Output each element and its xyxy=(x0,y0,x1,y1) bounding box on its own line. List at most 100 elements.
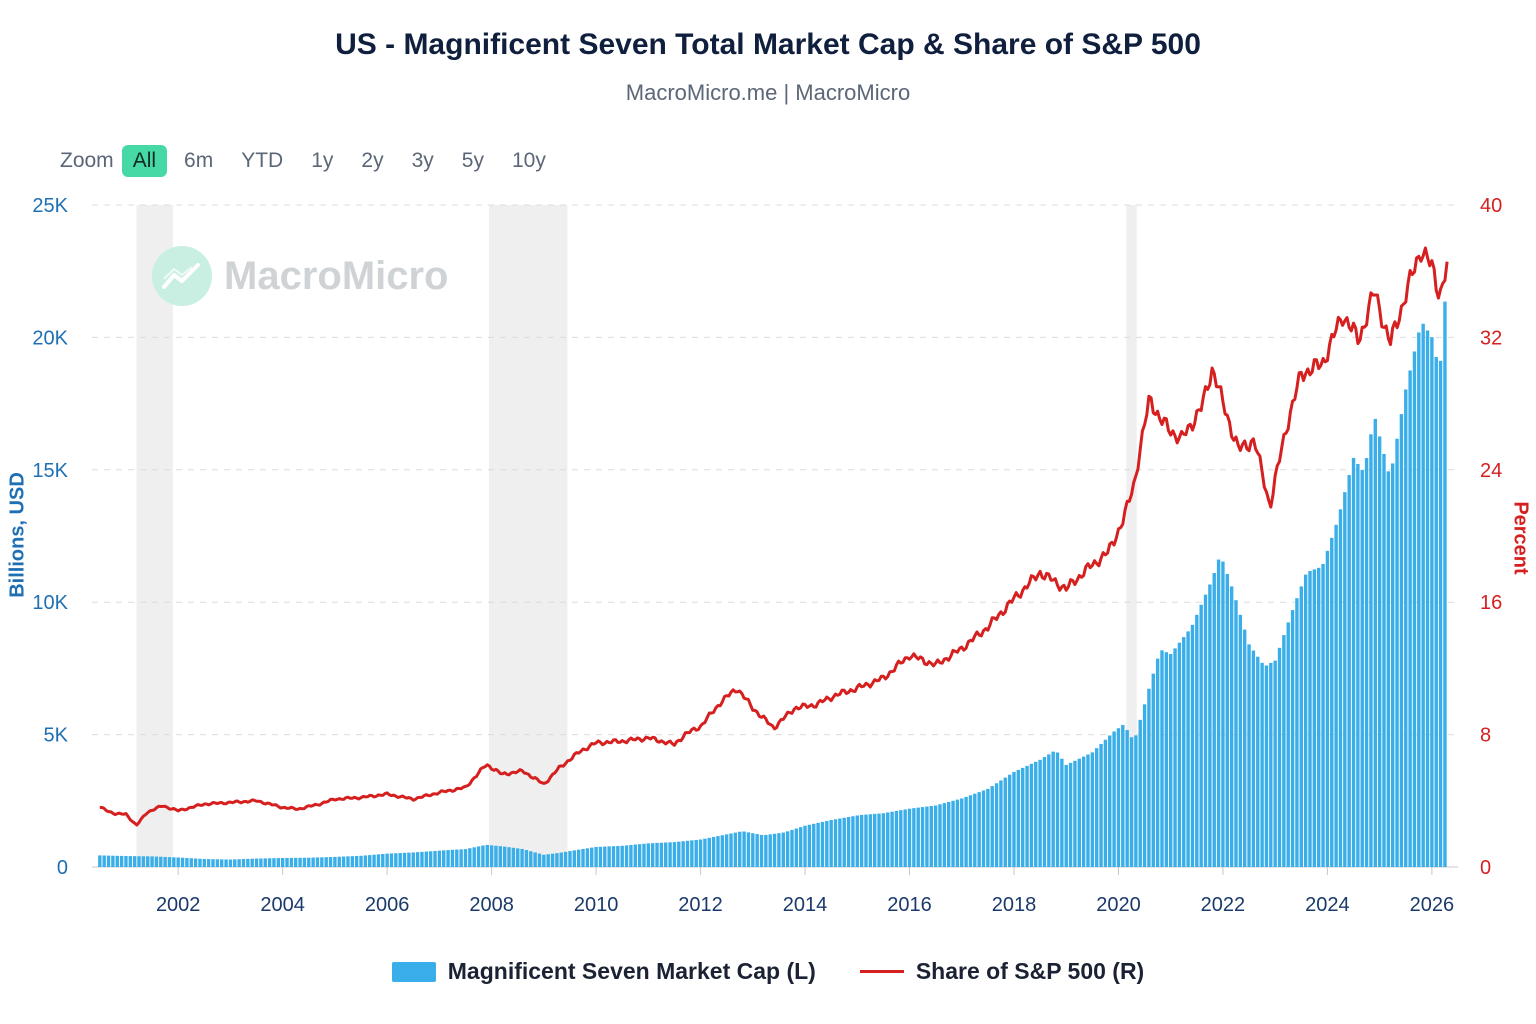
market-cap-bar xyxy=(1112,731,1116,867)
market-cap-bar xyxy=(1121,724,1125,867)
market-cap-bar xyxy=(607,846,611,867)
zoom-6m-button[interactable]: 6m xyxy=(184,149,214,172)
market-cap-bar xyxy=(742,831,746,867)
market-cap-bar xyxy=(785,831,790,867)
market-cap-bar xyxy=(1238,614,1243,867)
market-cap-bar xyxy=(1243,629,1247,867)
right-axis-tick-label: 40 xyxy=(1480,195,1502,217)
market-cap-bar xyxy=(711,836,716,867)
market-cap-bar xyxy=(920,807,925,867)
market-cap-bar xyxy=(1229,586,1234,867)
market-cap-bar xyxy=(1190,624,1195,867)
market-cap-bar xyxy=(1125,730,1129,867)
market-cap-bar xyxy=(1168,653,1173,867)
market-cap-bar xyxy=(672,842,677,867)
market-cap-bar xyxy=(1020,767,1025,867)
market-cap-bar xyxy=(581,848,585,867)
market-cap-bar xyxy=(402,852,407,867)
market-cap-bar xyxy=(1430,337,1434,867)
market-cap-bar xyxy=(285,857,289,867)
market-cap-bar xyxy=(455,849,459,867)
market-cap-bar xyxy=(1343,492,1347,867)
zoom-1y-button[interactable]: 1y xyxy=(311,149,334,172)
left-axis-tick-label: 5K xyxy=(44,725,69,747)
market-cap-bar xyxy=(825,820,829,867)
market-cap-bar xyxy=(1151,673,1155,867)
market-cap-bar xyxy=(159,856,163,867)
zoom-10y-button[interactable]: 10y xyxy=(511,149,546,172)
market-cap-bar xyxy=(1199,604,1203,867)
market-cap-bar xyxy=(698,839,703,867)
market-cap-bar xyxy=(193,858,198,867)
market-cap-bar xyxy=(481,845,485,867)
market-cap-bar xyxy=(999,780,1003,867)
market-cap-bar xyxy=(259,858,263,867)
legend-item-market-cap[interactable]: Magnificent Seven Market Cap (L) xyxy=(391,958,816,985)
market-cap-bar xyxy=(1395,438,1399,867)
x-axis-tick-label: 2018 xyxy=(992,894,1037,916)
market-cap-bar xyxy=(494,845,498,867)
market-cap-bar xyxy=(250,858,254,867)
market-cap-bar xyxy=(1321,563,1325,867)
market-cap-bar xyxy=(463,849,468,867)
market-cap-bar xyxy=(359,855,363,867)
market-cap-bar xyxy=(424,851,429,867)
market-cap-bar xyxy=(590,847,594,867)
x-axis-tick-label: 2026 xyxy=(1410,894,1455,916)
market-cap-bar xyxy=(781,832,785,867)
market-cap-bar xyxy=(1081,756,1086,867)
market-cap-bar xyxy=(1317,567,1321,867)
market-cap-bar xyxy=(132,856,137,867)
market-cap-bar xyxy=(163,856,167,867)
market-cap-bar xyxy=(206,859,211,867)
market-cap-bar xyxy=(829,820,833,867)
zoom-ytd-button[interactable]: YTD xyxy=(241,149,284,172)
market-cap-bar xyxy=(764,834,768,867)
market-cap-bar xyxy=(803,825,807,867)
market-cap-bar xyxy=(1012,771,1016,867)
watermark: MacroMicro xyxy=(152,246,449,306)
zoom-all-button[interactable]: All xyxy=(121,145,168,177)
market-cap-bar xyxy=(929,806,933,867)
market-cap-bar xyxy=(337,856,341,867)
market-cap-bar xyxy=(1443,301,1447,867)
market-cap-bar xyxy=(1203,594,1208,867)
market-cap-bar xyxy=(668,842,672,867)
legend-item-share[interactable]: Share of S&P 500 (R) xyxy=(859,958,1144,985)
market-cap-bar xyxy=(1225,573,1229,867)
market-cap-bar xyxy=(437,850,442,867)
market-cap-bar xyxy=(559,852,563,867)
market-cap-bar xyxy=(681,841,685,867)
x-axis-tick-label: 2012 xyxy=(678,894,723,916)
zoom-3y-button[interactable]: 3y xyxy=(411,149,434,172)
market-cap-bar xyxy=(224,859,228,867)
market-cap-bar xyxy=(1334,524,1338,867)
market-cap-bar xyxy=(150,856,154,867)
zoom-5y-button[interactable]: 5y xyxy=(461,149,484,172)
market-cap-bar xyxy=(507,847,511,867)
market-cap-bar xyxy=(542,854,546,867)
market-cap-bar xyxy=(550,853,555,867)
x-axis-tick-label: 2014 xyxy=(783,894,828,916)
market-cap-bar xyxy=(1295,598,1299,867)
market-cap-bar xyxy=(990,786,994,867)
zoom-2y-button[interactable]: 2y xyxy=(361,149,384,172)
right-axis-tick-label: 24 xyxy=(1480,460,1502,482)
x-axis-tick-label: 2020 xyxy=(1096,894,1141,916)
market-cap-bar xyxy=(546,854,550,867)
market-cap-bar xyxy=(1090,752,1095,867)
market-cap-bar xyxy=(933,805,938,867)
market-cap-bar xyxy=(233,859,237,867)
market-cap-bar xyxy=(354,855,359,867)
market-cap-bar xyxy=(720,835,725,867)
market-cap-bar xyxy=(137,856,141,867)
market-cap-bar xyxy=(98,855,102,867)
recession-band xyxy=(1126,205,1137,867)
market-cap-bar xyxy=(942,803,947,867)
right-axis-tick-label: 8 xyxy=(1480,725,1491,747)
market-cap-bar xyxy=(877,813,881,867)
legend-label-market-cap: Magnificent Seven Market Cap (L) xyxy=(447,958,816,984)
market-cap-bar xyxy=(1377,436,1382,867)
market-cap-bar xyxy=(1308,571,1312,867)
market-cap-bar xyxy=(520,848,524,867)
